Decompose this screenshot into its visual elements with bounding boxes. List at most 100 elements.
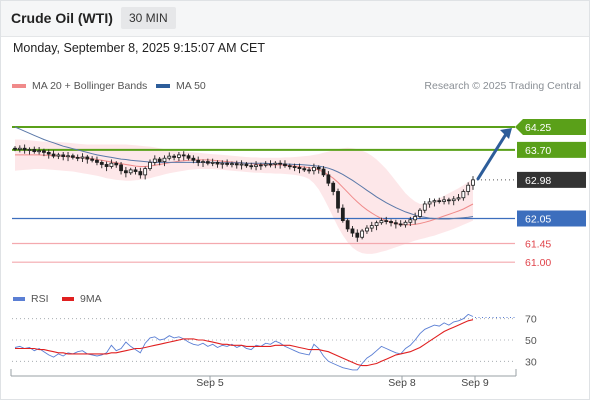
candle-body-down: [186, 155, 191, 159]
candle: [340, 204, 345, 223]
candle: [302, 166, 307, 172]
candle-body-up: [109, 162, 114, 167]
candle: [384, 216, 389, 225]
candle-body-down: [302, 168, 307, 171]
candle: [442, 196, 446, 205]
candle-body-down: [61, 154, 66, 157]
candle: [239, 160, 244, 170]
candle-body-down: [234, 163, 239, 166]
price-tag-bg: [517, 171, 586, 188]
rsi-tick-label: 30: [525, 356, 537, 368]
timeframe-button[interactable]: 30 MIN: [121, 7, 176, 29]
price-tag-63-70: 63.70: [517, 141, 586, 158]
candle: [471, 176, 475, 190]
candle: [61, 151, 66, 161]
candle: [37, 146, 41, 155]
candle-body-up: [374, 222, 379, 227]
rsi-legend-label: RSI: [31, 293, 49, 305]
instrument-title: Crude Oil (WTI): [11, 10, 113, 26]
candle: [316, 165, 321, 174]
ma9-swatch: [62, 297, 74, 302]
candle-body-down: [278, 162, 283, 165]
candle-body-up: [312, 166, 316, 172]
candle: [225, 159, 230, 167]
candle: [32, 146, 37, 154]
candle-body-down: [287, 165, 292, 168]
ma9-legend-item: 9MA: [62, 293, 102, 305]
candle-body-down: [13, 147, 17, 150]
candle-body-down: [51, 153, 56, 157]
candle-body-up: [56, 154, 61, 157]
candle: [273, 161, 278, 169]
rsi-line: [14, 313, 474, 371]
candle-body-down: [104, 164, 109, 167]
candle-body-up: [263, 163, 268, 166]
candle: [177, 151, 181, 162]
candle: [360, 228, 365, 240]
candle-body-down: [85, 156, 90, 160]
candle: [451, 196, 456, 206]
candle: [51, 150, 56, 159]
candle: [162, 155, 167, 167]
candle-body-down: [70, 155, 75, 158]
candle-body-up: [379, 220, 384, 224]
candle-body-up: [461, 191, 466, 199]
candle: [66, 151, 70, 162]
candle-body-down: [389, 221, 393, 224]
price-tag-62-98: 62.98: [517, 171, 586, 188]
candle: [220, 160, 225, 169]
ma9-legend-label: 9MA: [80, 293, 102, 305]
candle: [210, 158, 215, 167]
candle: [355, 229, 360, 242]
candle: [13, 146, 17, 152]
candle-body-down: [355, 232, 360, 238]
candle-body-down: [32, 149, 37, 152]
candle: [393, 219, 398, 229]
price-tag-61-00: 61.00: [525, 257, 551, 269]
candle-body-up: [442, 199, 446, 202]
price-tag-bg: [517, 210, 586, 227]
candle-body-up: [80, 156, 85, 159]
candle: [148, 159, 152, 171]
candle-body-up: [403, 221, 408, 226]
candle: [374, 220, 379, 231]
candle-body-up: [148, 161, 152, 170]
candle-body-down: [249, 165, 254, 168]
candle-body-down: [398, 223, 403, 226]
candle: [17, 145, 22, 153]
price-tag-label: 61.00: [525, 257, 551, 269]
price-tag-label: 62.05: [525, 214, 551, 226]
rsi-swatch: [13, 297, 25, 302]
candle-body-down: [75, 156, 80, 159]
candle-body-up: [273, 162, 278, 165]
candle-body-down: [326, 174, 331, 184]
timestamp: Monday, September 8, 2025 9:15:07 AM CET: [13, 41, 265, 55]
candle: [287, 163, 292, 170]
candle-body-up: [427, 201, 432, 205]
candle-body-down: [172, 155, 176, 158]
candle-body-down: [225, 162, 230, 165]
candle-body-down: [292, 166, 297, 168]
candle-body-up: [456, 197, 461, 200]
candle-body-down: [307, 169, 311, 172]
candle: [104, 161, 109, 172]
ma50-label: MA 50: [176, 80, 206, 92]
candle: [447, 197, 451, 205]
candle: [152, 155, 157, 166]
candle: [27, 147, 32, 155]
candle: [418, 208, 422, 219]
candle: [263, 161, 268, 168]
candle-body-up: [17, 147, 22, 150]
candle: [191, 155, 196, 164]
candle: [437, 197, 442, 204]
candle-body-down: [138, 171, 143, 176]
candle-body-down: [205, 161, 210, 164]
ma50-swatch: [156, 84, 170, 89]
x-tick-sep-9: Sep 9: [461, 376, 489, 389]
candle: [365, 225, 369, 234]
price-tag-62-05: 62.05: [517, 210, 586, 227]
projection-arrow-head: [500, 128, 512, 140]
candle: [427, 198, 432, 208]
candle-body-up: [162, 157, 167, 162]
candle-body-up: [432, 200, 437, 203]
